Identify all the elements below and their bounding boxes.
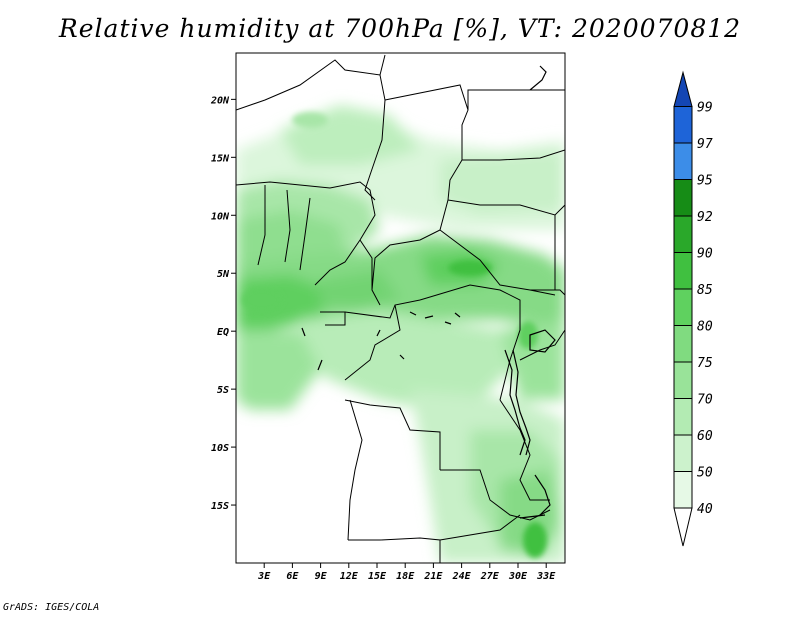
colorbar-label: 99 [697, 101, 713, 116]
colorbar-label: 40 [697, 502, 713, 517]
credit-text: GrADS: IGES/COLA [3, 602, 100, 613]
country-borders [236, 54, 565, 563]
lon-tick-label: 24E [452, 571, 472, 582]
lon-tick-label: 6E [286, 571, 299, 582]
lat-tick-label: EQ [217, 327, 229, 338]
colorbar-segment [673, 434, 693, 472]
lat-tick-label: 15N [211, 153, 230, 164]
colorbar-segment [673, 252, 693, 290]
lakes-and-rivers [301, 65, 556, 519]
longitude-axis: 3E 6E 9E 12E 15E 18E 21E 24E 27E 30E 33E [257, 563, 556, 582]
colorbar-segment [673, 288, 693, 326]
lon-tick-label: 33E [536, 571, 556, 582]
lon-tick-label: 12E [340, 571, 359, 582]
colorbar-label: 85 [697, 283, 713, 298]
lon-tick-label: 27E [480, 571, 500, 582]
lon-tick-label: 15E [368, 571, 387, 582]
colorbar-segment [673, 325, 693, 363]
colorbar-label: 70 [697, 393, 713, 408]
colorbar: 40 50 60 70 75 80 85 90 92 95 97 99 [673, 70, 713, 547]
colorbar-segment [673, 142, 693, 180]
latitude-axis: 20N 15N 10N 5N EQ 5S 10S 15S [210, 95, 236, 512]
colorbar-label: 90 [697, 247, 713, 262]
colorbar-segment [673, 215, 693, 253]
colorbar-segment [673, 471, 693, 509]
colorbar-lower-extension [673, 507, 693, 547]
colorbar-segment [673, 398, 693, 436]
map-frame [235, 52, 566, 564]
lat-tick-label: 10N [211, 211, 230, 222]
lon-tick-label: 3E [257, 571, 271, 582]
colorbar-label: 95 [697, 174, 713, 189]
lat-tick-label: 20N [210, 95, 230, 106]
lon-tick-label: 30E [508, 571, 528, 582]
colorbar-label: 97 [697, 137, 713, 152]
chart-title: Relative humidity at 700hPa [%], VT: 202… [58, 14, 742, 43]
colorbar-label: 80 [697, 320, 713, 335]
colorbar-segment [673, 361, 693, 399]
colorbar-segment [673, 106, 693, 144]
colorbar-label: 60 [697, 429, 713, 444]
lon-tick-label: 9E [315, 571, 328, 582]
lat-tick-label: 15S [211, 501, 229, 512]
lat-tick-label: 5S [217, 385, 229, 396]
colorbar-label: 75 [697, 356, 713, 371]
colorbar-label: 50 [697, 466, 713, 481]
lon-tick-label: 18E [396, 571, 415, 582]
lat-tick-label: 10S [211, 443, 229, 454]
lon-tick-label: 21E [423, 571, 443, 582]
colorbar-segment [673, 179, 693, 217]
lat-tick-label: 5N [217, 269, 230, 280]
humidity-field [236, 53, 565, 563]
colorbar-upper-extension [673, 70, 693, 107]
colorbar-label: 92 [697, 210, 713, 225]
